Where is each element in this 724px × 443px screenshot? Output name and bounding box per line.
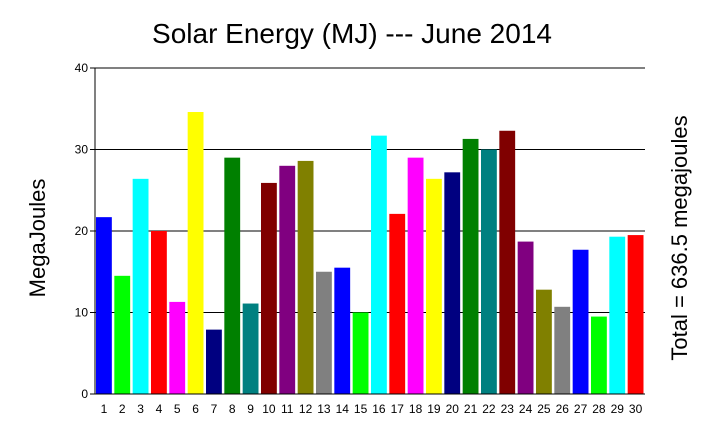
y-tick-label: 40 <box>75 61 89 75</box>
bar-day-13 <box>316 271 332 394</box>
x-tick-label: 2 <box>119 402 126 416</box>
bar-day-3 <box>132 178 149 394</box>
bar-day-1 <box>96 217 112 394</box>
bar-day-19 <box>426 178 442 394</box>
bars <box>96 112 644 394</box>
bar-day-21 <box>462 138 479 394</box>
bar-day-29 <box>609 236 626 394</box>
x-tick-label: 20 <box>446 402 460 416</box>
bar-day-10 <box>261 182 277 394</box>
x-tick-label: 28 <box>592 402 606 416</box>
bar-day-23 <box>499 130 516 394</box>
x-tick-label: 25 <box>537 402 551 416</box>
bar-day-5 <box>169 301 186 394</box>
bar-day-7 <box>206 329 222 394</box>
x-ticks: 1 2 3 4 5 6 7 8 9 10 11 12 13 14 15 16 17 18 19 20 21 22 23 24 2… <box>101 402 643 416</box>
x-tick-label: 12 <box>299 402 313 416</box>
y-axis-label: MegaJoules <box>25 179 50 298</box>
bar-day-18 <box>407 157 424 394</box>
x-tick-label: 14 <box>336 402 350 416</box>
bar-day-11 <box>279 165 296 394</box>
bar-day-17 <box>389 213 406 394</box>
x-tick-label: 23 <box>501 402 515 416</box>
x-tick-label: 27 <box>574 402 588 416</box>
x-tick-label: 1 <box>101 402 108 416</box>
x-tick-label: 9 <box>247 402 254 416</box>
x-tick-label: 3 <box>137 402 144 416</box>
bar-day-27 <box>572 249 589 394</box>
x-tick-label: 10 <box>262 402 276 416</box>
y-tick-label: 0 <box>81 387 88 401</box>
bar-day-25 <box>536 289 552 394</box>
bar-day-28 <box>591 316 607 394</box>
x-tick-label: 4 <box>156 402 163 416</box>
x-tick-label: 7 <box>211 402 218 416</box>
bar-day-6 <box>187 112 204 394</box>
x-tick-label: 8 <box>229 402 236 416</box>
bar-day-30 <box>627 235 644 394</box>
bar-day-4 <box>151 231 167 394</box>
x-tick-label: 30 <box>629 402 643 416</box>
x-tick-label: 15 <box>354 402 368 416</box>
x-tick-label: 19 <box>427 402 441 416</box>
bar-day-9 <box>242 303 259 394</box>
x-tick-label: 5 <box>174 402 181 416</box>
x-tick-label: 22 <box>482 402 496 416</box>
y-ticks: 0 10 20 30 40 <box>75 61 95 401</box>
x-tick-label: 6 <box>192 402 199 416</box>
y-tick-label: 30 <box>75 143 89 157</box>
y-tick-label: 20 <box>75 224 89 238</box>
bar-day-12 <box>297 160 314 394</box>
y-tick-label: 10 <box>75 306 89 320</box>
bar-day-15 <box>352 312 369 394</box>
x-tick-label: 24 <box>519 402 533 416</box>
x-tick-label: 18 <box>409 402 423 416</box>
bar-day-16 <box>371 135 387 394</box>
bar-day-24 <box>517 241 534 394</box>
x-tick-label: 17 <box>391 402 405 416</box>
bar-day-14 <box>334 267 351 394</box>
bar-day-8 <box>224 157 241 394</box>
x-tick-label: 26 <box>556 402 570 416</box>
bar-day-20 <box>444 172 461 394</box>
x-tick-label: 13 <box>317 402 331 416</box>
bar-day-22 <box>481 149 497 394</box>
total-label: Total = 636.5 megajoules <box>667 115 692 360</box>
bar-day-26 <box>554 306 571 394</box>
grid <box>95 67 645 313</box>
x-tick-label: 21 <box>464 402 478 416</box>
bar-day-2 <box>114 275 131 394</box>
x-tick-label: 29 <box>611 402 625 416</box>
chart-title: Solar Energy (MJ) --- June 2014 <box>152 18 552 49</box>
x-tick-label: 11 <box>281 402 294 416</box>
x-tick-label: 16 <box>372 402 386 416</box>
